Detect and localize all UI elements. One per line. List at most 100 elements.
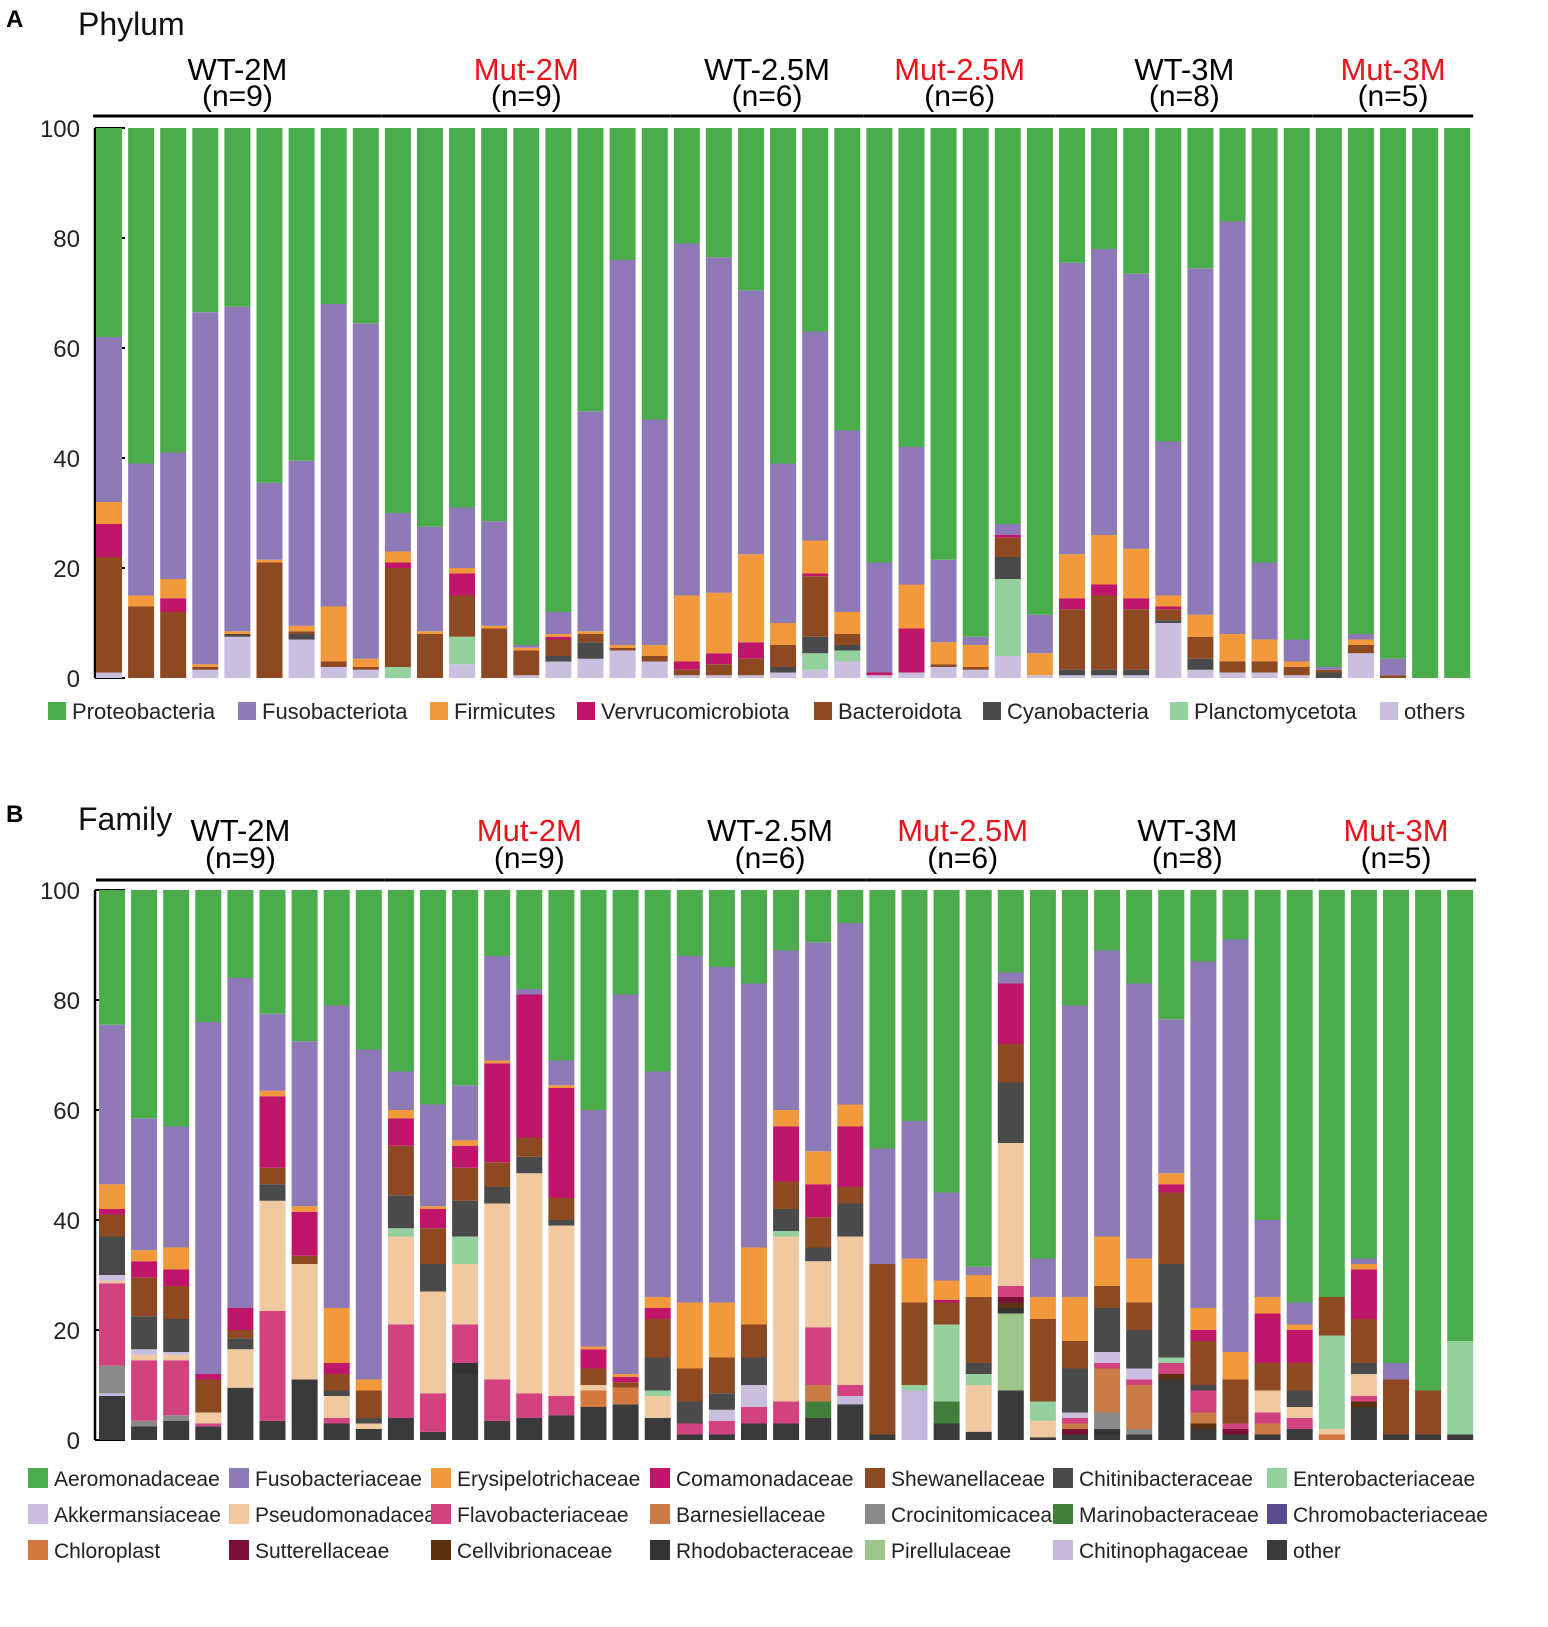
panel-b-family: B Family 020406080100WT-2M(n=9)Mut-2M(n=… <box>6 801 1488 1563</box>
bar-segment <box>516 1418 543 1440</box>
bar-segment <box>192 128 219 313</box>
bar-segment <box>291 1041 318 1207</box>
legend-label: Pirellulaceae <box>891 1540 1011 1563</box>
bar-segment <box>513 645 540 648</box>
bar-segment <box>420 1209 446 1229</box>
bar-segment <box>384 551 411 563</box>
bar-segment <box>1222 1434 1249 1440</box>
bar-segment <box>128 463 155 596</box>
bar-segment <box>131 1426 158 1440</box>
bar-segment <box>131 1261 158 1278</box>
bar-segment <box>770 672 797 678</box>
bar-segment <box>1447 890 1474 1341</box>
bar-segment <box>224 631 251 634</box>
bar-segment <box>449 568 476 574</box>
bar-segment <box>291 1379 318 1440</box>
stacked-bar <box>516 890 543 1440</box>
bar-segment <box>773 890 800 951</box>
bar-segment <box>1091 595 1118 670</box>
bar-segment <box>516 1137 543 1157</box>
bar-segment <box>323 1396 350 1418</box>
bar-segment <box>192 312 219 665</box>
bar-segment <box>1190 1412 1217 1424</box>
bar-segment <box>1059 598 1085 610</box>
bar-segment <box>355 1429 382 1440</box>
stacked-bar <box>128 128 155 678</box>
bar-segment <box>131 890 158 1119</box>
legend-swatch <box>1053 1540 1073 1560</box>
stacked-bar <box>901 890 928 1440</box>
bar-segment <box>131 1250 158 1262</box>
bar-segment <box>1350 1319 1377 1363</box>
bar-segment <box>805 1247 832 1262</box>
bar-segment <box>1254 1313 1281 1363</box>
legend-swatch <box>229 1468 249 1488</box>
legend-label: Fusobacteriaceae <box>255 1468 422 1491</box>
bar-segment <box>192 667 219 670</box>
bar-segment <box>1412 128 1439 678</box>
bar-segment <box>773 1209 800 1231</box>
legend-label: Sutterellaceae <box>255 1540 389 1563</box>
bar-segment <box>96 337 122 502</box>
stacked-bar <box>484 890 511 1440</box>
bar-segment <box>1383 1434 1409 1440</box>
bar-segment <box>1254 1363 1281 1391</box>
stacked-bar <box>1187 128 1214 678</box>
bar-segment <box>1029 1258 1056 1297</box>
bar-segment <box>773 950 800 1110</box>
legend-label: others <box>1404 699 1465 724</box>
stacked-bar <box>965 890 992 1440</box>
group-label: Mut-3M <box>1340 52 1445 87</box>
bar-segment <box>644 1390 671 1396</box>
group-label: WT-3M <box>1134 52 1234 87</box>
bar-segment <box>1190 961 1217 1308</box>
bar-segment <box>676 956 703 1303</box>
bar-segment <box>901 890 928 1121</box>
legend-item: Vervrucomicrobiota <box>577 699 790 724</box>
bar-segment <box>1415 890 1442 1391</box>
bar-segment <box>1318 890 1345 1297</box>
bar-segment <box>1318 1434 1345 1440</box>
bar-segment <box>997 1044 1024 1083</box>
bar-segment <box>545 661 572 678</box>
bar-segment <box>99 1184 125 1209</box>
bar-segment <box>516 989 543 995</box>
bar-segment <box>1158 1192 1185 1264</box>
bar-segment <box>99 1214 125 1237</box>
bar-segment <box>1415 1434 1442 1440</box>
bar-segment <box>1059 675 1085 678</box>
y-tick-label: 80 <box>53 988 80 1015</box>
bar-segment <box>837 1187 864 1204</box>
bar-segment <box>994 535 1021 538</box>
bar-segment <box>773 1423 800 1440</box>
bar-segment <box>548 1198 575 1220</box>
bar-segment <box>387 1228 414 1237</box>
legend-swatch <box>650 1468 670 1488</box>
bar-segment <box>580 1110 607 1347</box>
bar-segment <box>99 1280 125 1284</box>
bar-segment <box>965 1266 992 1275</box>
stacked-bar <box>1126 890 1153 1440</box>
bar-segment <box>705 257 732 593</box>
bar-segment <box>481 128 508 522</box>
legend-item: Pseudomonadaceae <box>229 1504 448 1527</box>
bar-segment <box>1447 1341 1474 1435</box>
bar-segment <box>355 1390 382 1418</box>
bar-segment <box>1380 128 1406 659</box>
bar-segment <box>1187 128 1214 269</box>
legend-label: Chitinophagaceae <box>1079 1540 1248 1563</box>
bar-segment <box>609 650 636 678</box>
stacked-bar <box>994 128 1021 678</box>
legend-label: Akkermansiaceae <box>54 1504 221 1527</box>
bar-segment <box>1318 1297 1345 1336</box>
bar-segment <box>352 658 379 667</box>
bar-segment <box>708 1302 735 1358</box>
bar-segment <box>580 1349 607 1369</box>
bar-segment <box>96 557 122 673</box>
bar-segment <box>323 1363 350 1374</box>
bar-segment <box>291 1206 318 1212</box>
bar-segment <box>869 1264 896 1435</box>
bar-segment <box>1347 634 1374 640</box>
bar-segment <box>1158 1184 1185 1193</box>
